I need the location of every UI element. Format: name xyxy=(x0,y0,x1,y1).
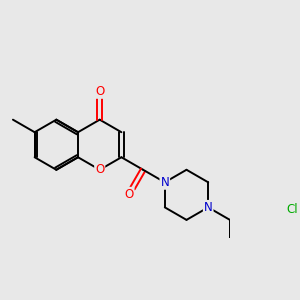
Text: Cl: Cl xyxy=(286,203,298,216)
Text: N: N xyxy=(160,176,169,189)
Text: O: O xyxy=(95,85,104,98)
Text: N: N xyxy=(204,201,213,214)
Text: O: O xyxy=(95,163,104,176)
Text: O: O xyxy=(124,188,134,201)
